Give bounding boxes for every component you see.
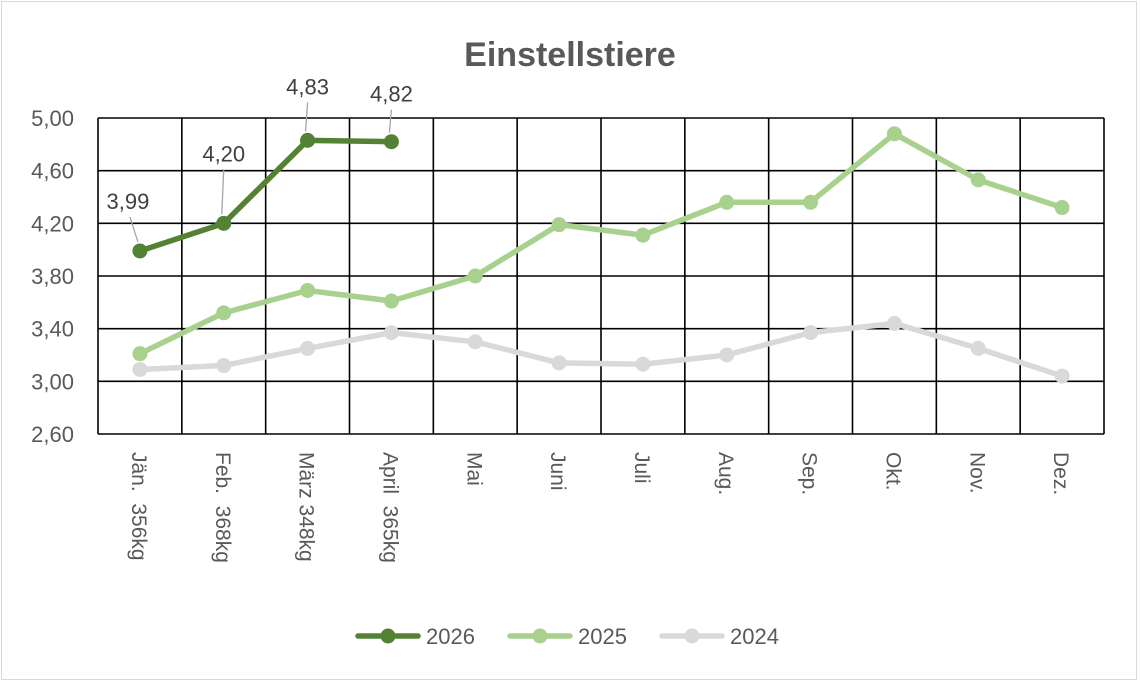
legend-label: 2025 (578, 624, 627, 649)
data-point (551, 355, 567, 371)
x-tick-label: April 365kg (378, 452, 401, 563)
x-tick-label: März 348kg (295, 452, 318, 562)
y-tick-label: 2,60 (31, 422, 74, 447)
data-point (803, 194, 819, 210)
data-point (719, 347, 735, 363)
data-point (300, 282, 316, 298)
y-tick-label: 4,60 (31, 159, 74, 184)
series-line (137, 320, 1065, 379)
legend-label: 2024 (730, 624, 779, 649)
x-tick-label: Juli (630, 452, 653, 484)
y-tick-label: 3,80 (31, 264, 74, 289)
data-point (886, 126, 902, 142)
x-axis-ticks: Jän. 356kg Feb. 368kg März 348kg April 365k… (127, 452, 1072, 563)
y-tick-label: 3,00 (31, 369, 74, 394)
leader-line (129, 216, 139, 243)
data-label: 3,99 (107, 189, 150, 214)
data-point (719, 194, 735, 210)
x-tick-label: Feb. 368kg (211, 452, 234, 563)
legend-item-2026: 2026 (355, 624, 475, 649)
data-point (383, 325, 399, 341)
plot-grid (97, 117, 1105, 435)
legend-item-2025: 2025 (507, 624, 627, 649)
series-2026 (132, 132, 399, 259)
data-point (300, 132, 316, 148)
data-point (886, 315, 902, 331)
leader-line (221, 169, 225, 215)
data-point (467, 268, 483, 284)
x-tick-label: Mai (462, 452, 485, 486)
data-point (300, 340, 316, 356)
data-point (132, 361, 148, 377)
legend-swatch-marker (380, 628, 396, 644)
data-point (216, 305, 232, 321)
data-point (132, 346, 148, 362)
series-layer (132, 126, 1070, 384)
series-line (137, 131, 1065, 357)
legend-swatch-marker (684, 628, 700, 644)
y-axis-ticks: 2,60 3,00 3,40 3,80 4,20 4,60 5,00 (31, 106, 74, 447)
x-tick-label: Okt. (881, 452, 904, 491)
y-tick-label: 3,40 (31, 317, 74, 342)
data-point (383, 134, 399, 150)
data-point (1054, 368, 1070, 384)
x-tick-label: Juni (546, 452, 569, 491)
data-point (803, 325, 819, 341)
x-tick-label: Aug. (714, 452, 737, 495)
legend: 2026 2025 2024 (355, 624, 779, 649)
data-point (383, 293, 399, 309)
x-tick-label: Nov. (965, 452, 988, 494)
data-point (216, 215, 232, 231)
data-point (635, 227, 651, 243)
data-point (132, 243, 148, 259)
data-point (216, 358, 232, 374)
leader-line (304, 102, 309, 132)
data-point (551, 217, 567, 233)
data-labels: 3,99 4,20 4,83 4,82 (107, 74, 413, 243)
x-tick-label: Jän. 356kg (127, 452, 150, 561)
leader-line (388, 109, 393, 133)
series-2024 (132, 315, 1070, 384)
x-tick-label: Sep. (798, 452, 821, 495)
data-label: 4,83 (286, 74, 329, 99)
legend-swatch-marker (532, 628, 548, 644)
data-point (467, 334, 483, 350)
x-tick-label: Dez. (1049, 452, 1072, 495)
data-point (635, 356, 651, 372)
data-label: 4,20 (202, 141, 245, 166)
legend-label: 2026 (426, 624, 475, 649)
data-point (970, 340, 986, 356)
data-point (970, 172, 986, 188)
data-point (1054, 200, 1070, 216)
data-label: 4,82 (370, 82, 413, 107)
y-tick-label: 4,20 (31, 211, 74, 236)
legend-item-2024: 2024 (659, 624, 779, 649)
y-tick-label: 5,00 (31, 106, 74, 131)
series-line (137, 137, 395, 254)
series-2025 (132, 126, 1070, 362)
chart-title: Einstellstiere (464, 36, 676, 74)
